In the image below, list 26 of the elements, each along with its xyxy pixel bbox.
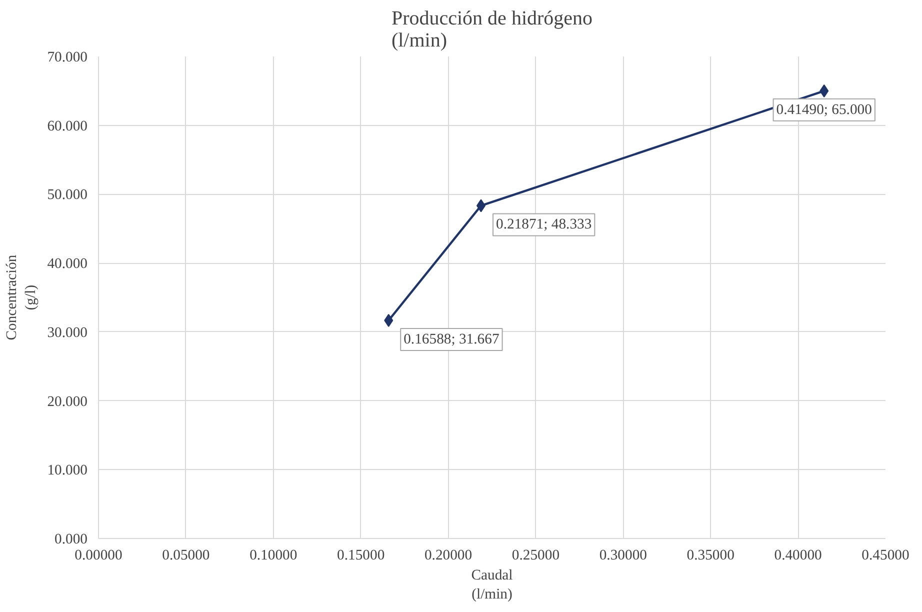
x-tick-label: 0.25000 bbox=[512, 548, 560, 564]
y-tick-label: 70.000 bbox=[47, 50, 88, 66]
x-tick-label: 0.00000 bbox=[74, 548, 122, 564]
x-tick-label: 0.10000 bbox=[250, 548, 298, 564]
chart-title: Producción de hidrógeno (l/min) bbox=[391, 8, 593, 52]
x-tick-label: 0.45000 bbox=[862, 548, 910, 564]
x-tick-label: 0.30000 bbox=[599, 548, 647, 564]
y-tick-label: 0.000 bbox=[54, 532, 88, 548]
y-tick-label: 60.000 bbox=[47, 118, 88, 134]
y-tick-label: 50.000 bbox=[47, 187, 88, 204]
data-label: 0.21871; 48.333 bbox=[496, 216, 592, 233]
x-tick-label: 0.35000 bbox=[686, 548, 734, 564]
y-tick-label: 40.000 bbox=[47, 256, 88, 272]
y-tick-label: 30.000 bbox=[47, 324, 88, 341]
x-tick-label: 0.15000 bbox=[337, 548, 385, 564]
x-tick-label: 0.05000 bbox=[162, 548, 210, 564]
point bbox=[820, 84, 829, 98]
data-label: 0.41490; 65.000 bbox=[776, 102, 872, 118]
y-tick-label: 10.000 bbox=[47, 462, 88, 479]
y-axis-title: Concentración (g/l) bbox=[4, 254, 40, 340]
x-axis-title: Caudal (l/min) bbox=[471, 568, 513, 603]
y-tick-label: 20.000 bbox=[47, 394, 88, 410]
data-label: 0.16588; 31.667 bbox=[404, 331, 500, 348]
x-tick-label: 0.40000 bbox=[774, 548, 822, 564]
point bbox=[384, 314, 394, 327]
x-tick-label: 0.20000 bbox=[424, 548, 472, 564]
